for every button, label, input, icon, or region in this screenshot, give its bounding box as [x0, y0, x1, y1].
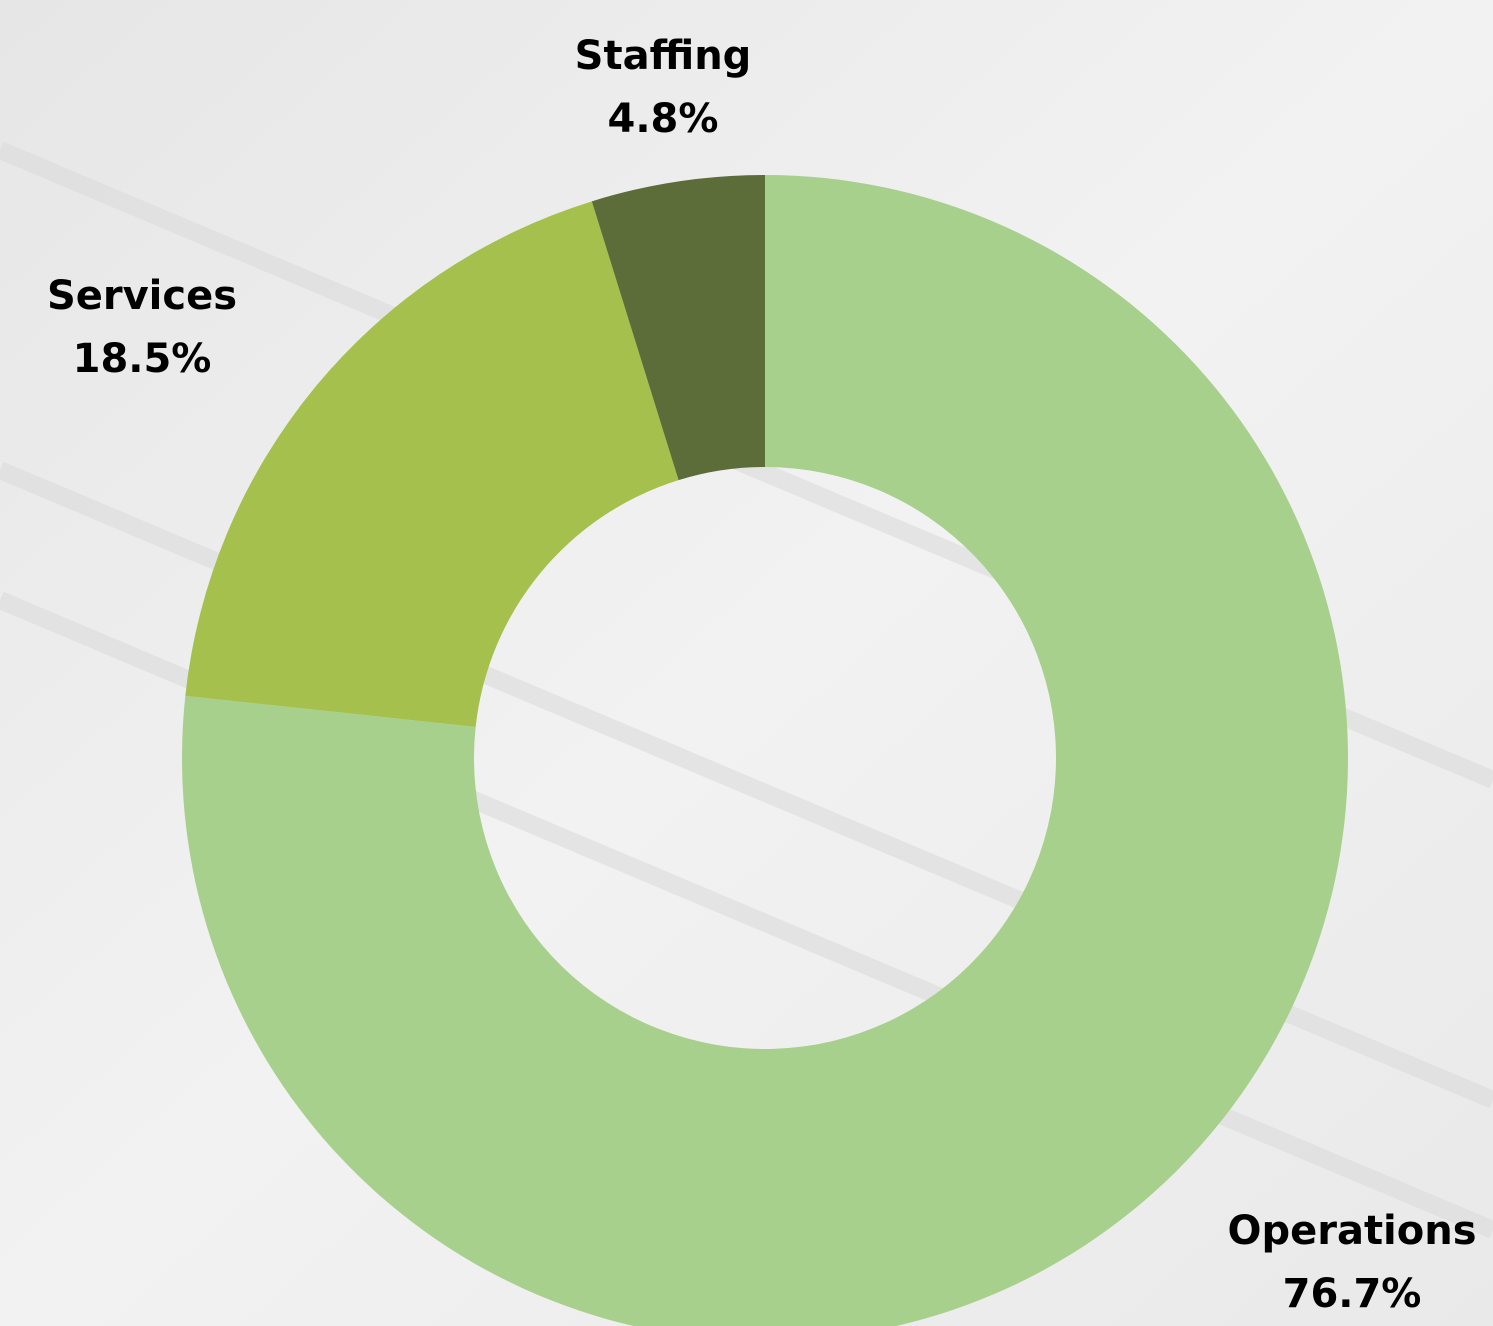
page: {"chart_data": {"type": "donut", "catego…	[0, 0, 1493, 1326]
slice-value-label: 18.5%	[73, 336, 212, 382]
slice-value-label: 76.7%	[1283, 1271, 1422, 1317]
chart: Operations 76.7% Services 18.5% Staffing 4.8%	[0, 0, 1493, 1326]
slice-label: Operations	[1227, 1208, 1476, 1254]
slice-label: Services	[47, 273, 237, 319]
slice-label: Staffing	[575, 33, 752, 79]
slice-value-label: 4.8%	[608, 96, 719, 142]
